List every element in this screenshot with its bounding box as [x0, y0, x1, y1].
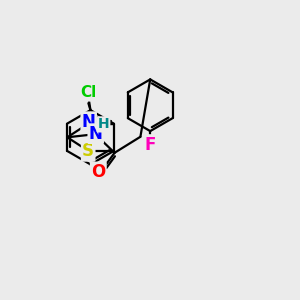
Text: Cl: Cl — [80, 85, 97, 100]
Text: S: S — [82, 142, 94, 160]
Text: N: N — [82, 113, 96, 131]
Text: O: O — [91, 163, 105, 181]
Text: H: H — [98, 117, 109, 131]
Text: N: N — [89, 125, 103, 143]
Text: F: F — [145, 136, 156, 154]
